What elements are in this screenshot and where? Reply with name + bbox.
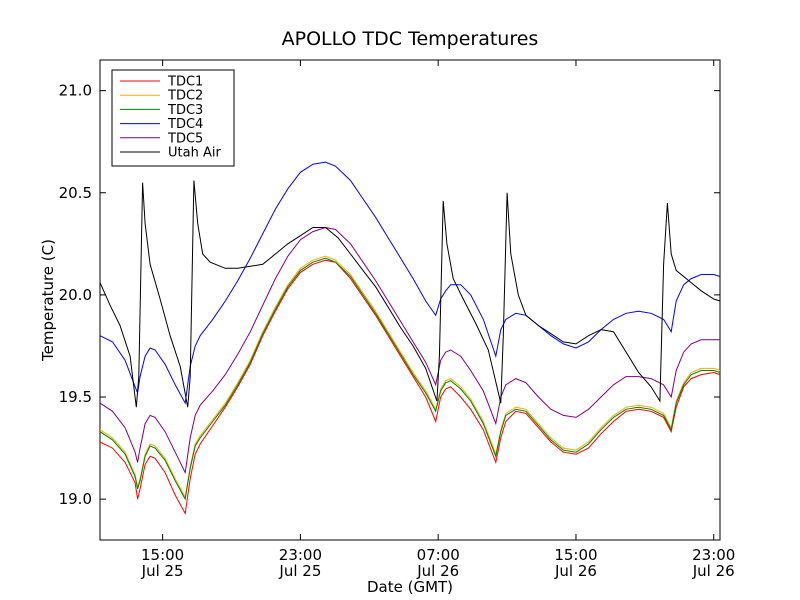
legend-label: TDC3: [167, 103, 203, 118]
y-axis: 19.0 19.5 20.0 20.5 21.0: [59, 82, 720, 508]
y-tick-label: 19.5: [59, 388, 92, 406]
legend-label: TDC1: [167, 75, 203, 90]
x-tick-time-label: 15:00: [554, 546, 597, 564]
x-tick-date-label: Jul 26: [692, 562, 735, 580]
x-tick-date-label: Jul 26: [416, 562, 459, 580]
chart-title: APOLLO TDC Temperatures: [282, 28, 539, 50]
legend-label: TDC4: [167, 117, 203, 132]
x-tick-time-label: 23:00: [692, 546, 735, 564]
x-axis-label: Date (GMT): [367, 578, 453, 596]
y-tick-label: 20.0: [59, 286, 92, 304]
legend-box: [111, 69, 235, 167]
legend-label: Utah Air: [168, 146, 221, 161]
x-tick-date-label: Jul 25: [278, 562, 321, 580]
series-layer: [99, 161, 721, 515]
series-line-tdc1: [99, 259, 721, 515]
y-axis-label: Temperature (C): [39, 239, 57, 362]
x-tick-time-label: 07:00: [417, 546, 460, 564]
y-tick-label: 20.5: [59, 184, 92, 202]
series-line-tdc2: [99, 255, 721, 499]
series-line-tdc3: [99, 257, 721, 501]
x-tick-time-label: 23:00: [279, 546, 322, 564]
x-tick-time-label: 15:00: [141, 546, 184, 564]
y-tick-label: 21.0: [59, 82, 92, 100]
series-line-tdc4: [99, 161, 721, 405]
legend-label: TDC2: [167, 89, 203, 104]
x-tick-date-label: Jul 26: [554, 562, 597, 580]
y-tick-label: 19.0: [59, 490, 92, 508]
x-tick-date-label: Jul 25: [141, 562, 184, 580]
legend-label: TDC5: [167, 131, 203, 146]
series-line-utah-air: [99, 180, 721, 408]
series-line-tdc5: [99, 226, 720, 475]
